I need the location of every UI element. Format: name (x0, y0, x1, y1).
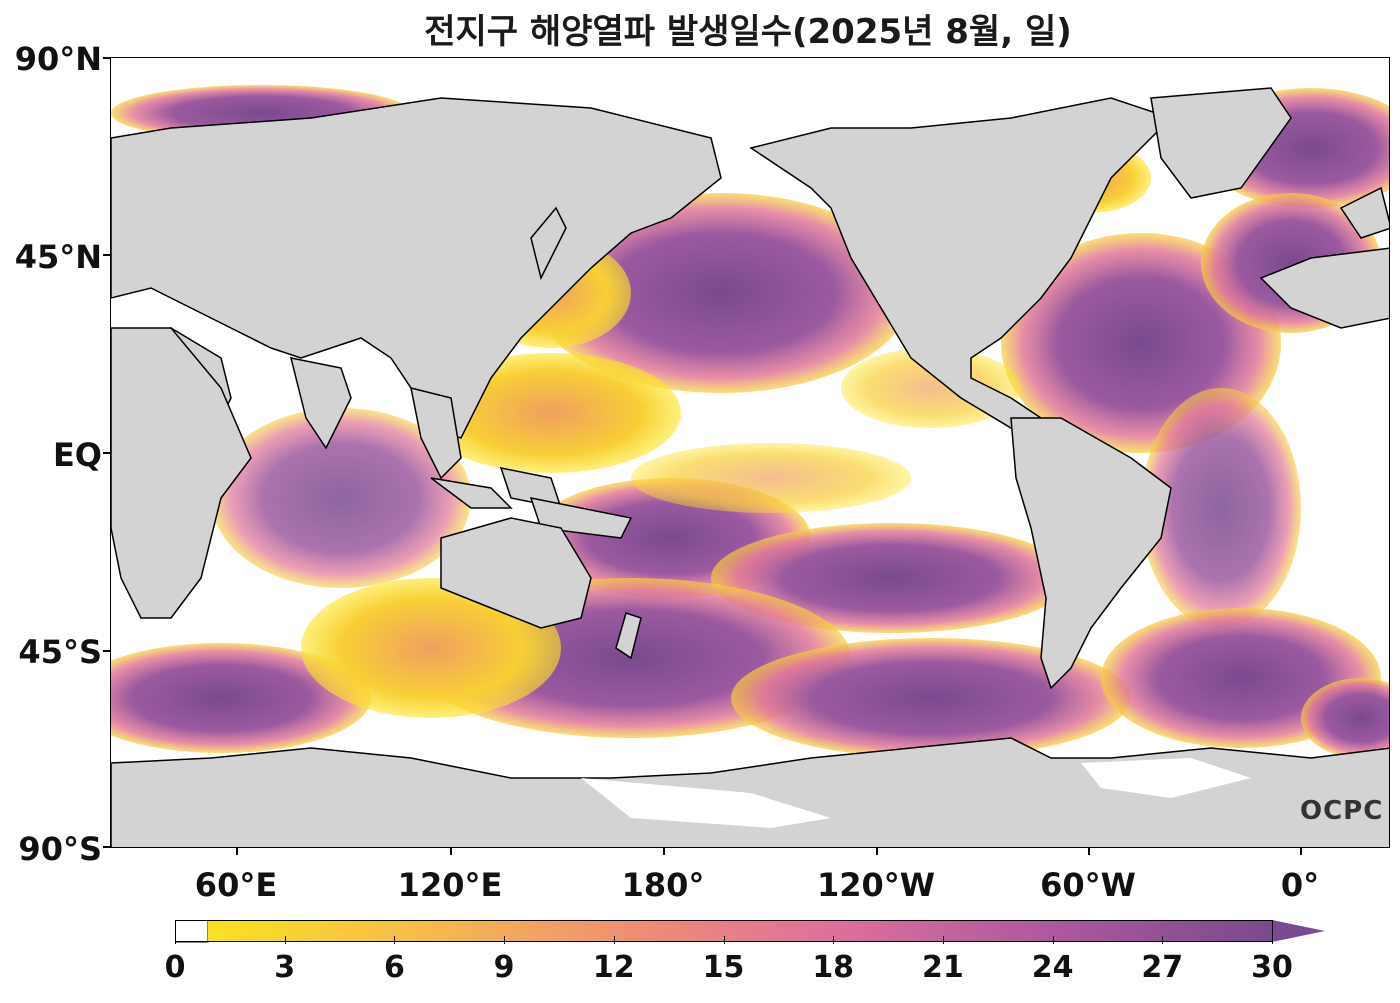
lon-label-60w: 60°W (1040, 866, 1136, 904)
lon-label-60e: 60°E (194, 866, 278, 904)
lon-tick (450, 848, 452, 855)
colorbar-tick-label: 18 (812, 950, 855, 985)
colorbar-tick-label: 3 (274, 950, 296, 985)
colorbar-tick-label: 12 (592, 950, 635, 985)
lon-label-180: 180° (621, 866, 705, 904)
land (111, 87, 1389, 847)
colorbar-tick-label: 15 (702, 950, 745, 985)
colorbar-tick (942, 936, 944, 944)
lon-tick (663, 848, 665, 855)
colorbar-zero-bin (175, 920, 209, 943)
lat-tick (103, 254, 110, 256)
lon-tick (236, 848, 238, 855)
colorbar-tick-label: 27 (1141, 950, 1184, 985)
map-panel (110, 57, 1390, 848)
colorbar-tick-label: 0 (164, 950, 186, 985)
ocpc-logo: OCPC (1300, 796, 1384, 826)
colorbar (175, 920, 1325, 943)
lon-tick (1300, 848, 1302, 855)
colorbar-tick (175, 936, 176, 944)
lat-tick (103, 650, 110, 652)
lat-tick (103, 846, 110, 848)
colorbar-tick (284, 936, 286, 944)
lat-label-45s: 45°S (18, 633, 102, 671)
colorbar-tick (394, 936, 396, 944)
lat-label-90n: 90°N (14, 40, 102, 78)
lon-label-0: 0° (1280, 866, 1320, 904)
colorbar-tick-label: 21 (922, 950, 964, 985)
colorbar-extend-arrow (1272, 920, 1325, 942)
colorbar-tick-label: 9 (493, 950, 515, 985)
lat-tick (103, 57, 110, 59)
colorbar-tick (723, 936, 725, 944)
colorbar-tick-label: 30 (1251, 950, 1293, 985)
lon-tick (876, 848, 878, 855)
lon-tick (1088, 848, 1090, 855)
colorbar-tick-label: 24 (1031, 950, 1074, 985)
lat-label-90s: 90°S (18, 830, 102, 868)
lon-label-120w: 120°W (816, 866, 936, 904)
colorbar-tick (1052, 936, 1054, 944)
world-map (111, 58, 1389, 847)
colorbar-tick (1162, 936, 1164, 944)
colorbar-gradient (208, 920, 1272, 942)
ice-shelf (581, 758, 1251, 828)
lat-tick (103, 452, 110, 454)
colorbar-tick-label: 6 (383, 950, 405, 985)
colorbar-tick (833, 936, 835, 944)
colorbar-tick (1272, 936, 1273, 944)
lat-label-eq: EQ (52, 436, 102, 474)
lon-label-120e: 120°E (397, 866, 503, 904)
map-title: 전지구 해양열파 발생일수(2025년 8월, 일) (424, 12, 1072, 52)
colorbar-tick (504, 936, 506, 944)
lat-label-45n: 45°N (14, 238, 102, 276)
colorbar-tick (613, 936, 615, 944)
